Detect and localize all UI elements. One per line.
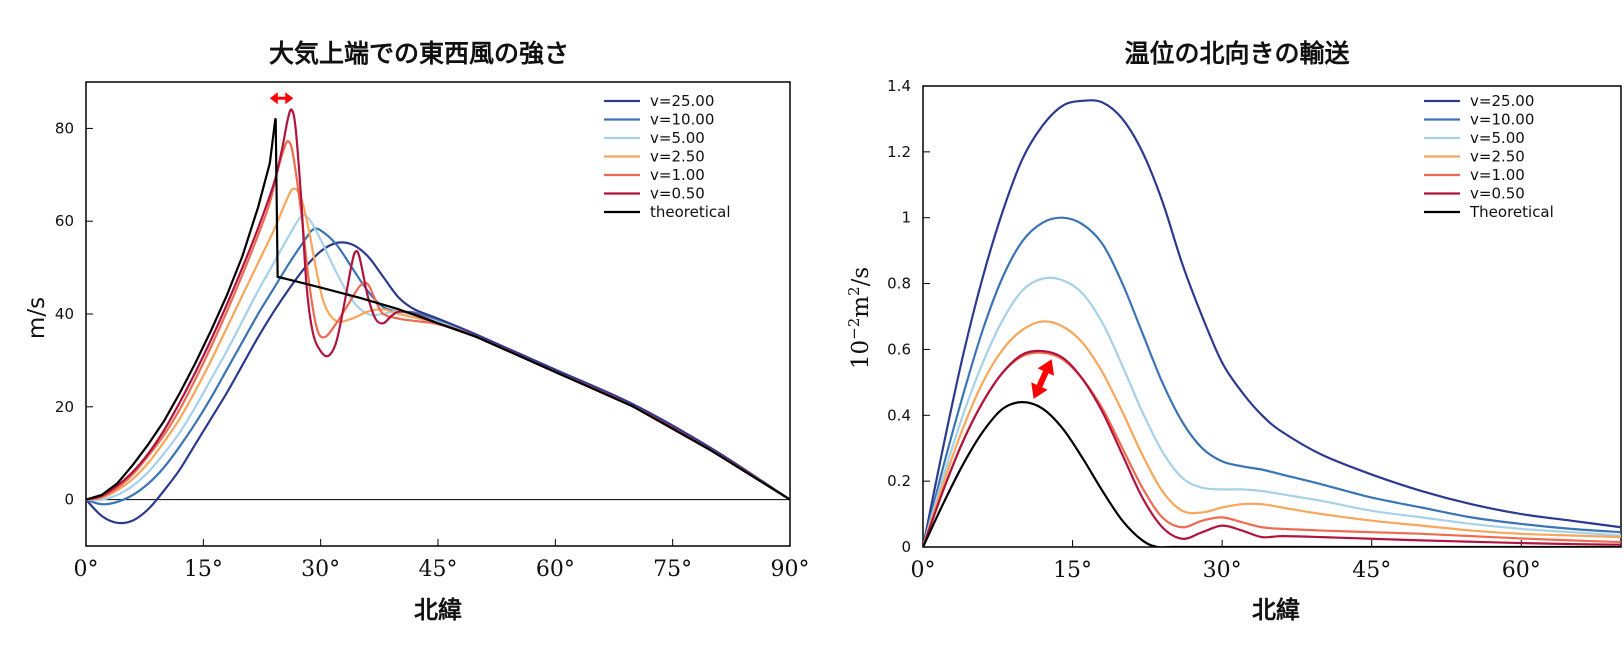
theta-x-tick-label: 15° xyxy=(1053,558,1092,583)
wind-chart-title: 大気上端での東西風の強さ xyxy=(269,39,569,68)
theta-series-line-v-1-00 xyxy=(923,351,1621,547)
red-arrowhead-left xyxy=(269,92,278,105)
theta-y-tick-label: 1.2 xyxy=(887,143,911,161)
theta-legend: v=25.00v=10.00v=5.00v=2.50v=1.00v=0.50Th… xyxy=(1424,92,1554,221)
wind-x-axis: 0° 15° 30° 45° 60° 75° 90° xyxy=(74,539,810,582)
wind-y-tick-label: 60 xyxy=(55,212,74,230)
wind-x-tick-label: 60° xyxy=(536,557,575,582)
wind-series-group xyxy=(86,108,790,525)
theta-y-axis-title: 10−2m2/s xyxy=(845,267,874,369)
theta-x-axis: 0° 15° 30° 45° 60° xyxy=(911,540,1541,583)
theta-series-line-theoretical xyxy=(923,401,1621,547)
theta-series-line-v-2-50 xyxy=(923,320,1621,547)
theta-legend-label: v=5.00 xyxy=(1470,129,1525,147)
wind-series-line-v-5-00 xyxy=(86,213,790,502)
red-double-arrow-shaft xyxy=(1036,370,1049,388)
theta-series-line-v-10-00 xyxy=(923,216,1621,547)
theta-legend-label: v=2.50 xyxy=(1470,148,1525,166)
wind-legend-label: v=5.00 xyxy=(650,129,705,147)
wind-y-axis-title: m/s xyxy=(24,297,50,339)
theta-x-tick-label: 60° xyxy=(1502,558,1541,583)
wind-legend-label: v=2.50 xyxy=(650,148,705,166)
wind-legend-label: v=25.00 xyxy=(650,92,714,110)
ylabel-exponent-1: −2 xyxy=(845,318,863,340)
theta-legend-label: v=25.00 xyxy=(1470,92,1534,110)
wind-legend-label: v=1.00 xyxy=(650,166,705,184)
wind-x-axis-title: 北緯 xyxy=(414,596,462,624)
theta-series-line-v-0-50 xyxy=(923,349,1621,547)
wind-series-line-v-10-00 xyxy=(86,227,790,506)
ylabel-unit-m: m xyxy=(848,296,874,318)
wind-legend: v=25.00v=10.00v=5.00v=2.50v=1.00v=0.50th… xyxy=(604,92,731,221)
theta-x-tick-label: 30° xyxy=(1203,558,1242,583)
theta-y-tick-label: 1.4 xyxy=(887,77,911,95)
theta-y-tick-label: 0.8 xyxy=(887,275,911,293)
wind-x-tick-label: 45° xyxy=(419,557,458,582)
wind-y-tick-label: 40 xyxy=(55,305,74,323)
wind-series-line-v-2-50 xyxy=(86,187,790,501)
red-arrowhead-right xyxy=(285,92,294,105)
wind-y-tick-label: 80 xyxy=(55,119,74,137)
wind-legend-label: v=10.00 xyxy=(650,111,714,129)
ylabel-unit-tail: /s xyxy=(848,267,874,287)
theta-y-tick-label: 0.6 xyxy=(887,340,911,358)
theta-legend-label: v=1.00 xyxy=(1470,166,1525,184)
wind-x-tick-label: 15° xyxy=(184,557,223,582)
wind-legend-label: theoretical xyxy=(650,203,731,221)
theta-series-group xyxy=(923,99,1621,547)
theta-x-tick-label: 0° xyxy=(911,558,936,583)
red-arrowhead-top xyxy=(1037,359,1055,376)
wind-series-line-v-25-00 xyxy=(86,241,790,525)
theta-x-axis-title: 北緯 xyxy=(1252,596,1300,624)
wind-annotation xyxy=(269,92,294,105)
theta-y-tick-label: 1 xyxy=(901,209,911,227)
wind-chart-panel: 大気上端での東西風の強さ 0 20 40 60 80 0° 15° 30° 45° 60° 75°… xyxy=(24,39,810,624)
theta-legend-label: v=0.50 xyxy=(1470,185,1525,203)
theta-y-tick-label: 0.4 xyxy=(887,406,911,424)
ylabel-base: 10 xyxy=(848,340,874,369)
wind-x-tick-label: 30° xyxy=(301,557,340,582)
theta-legend-label: v=10.00 xyxy=(1470,111,1534,129)
wind-series-line-theoretical xyxy=(86,118,790,501)
red-arrowhead-bottom xyxy=(1031,382,1048,399)
wind-y-tick-label: 20 xyxy=(55,398,74,416)
ylabel-exponent-2: 2 xyxy=(845,286,863,296)
wind-x-tick-label: 90° xyxy=(771,557,810,582)
wind-legend-label: v=0.50 xyxy=(650,185,705,203)
theta-legend-label: Theoretical xyxy=(1469,203,1554,221)
theta-y-axis: 0 0.2 0.4 0.6 0.8 1 1.2 1.4 xyxy=(887,77,930,556)
theta-transport-chart-panel: 温位の北向きの輸送 0 0.2 0.4 0.6 0.8 1 1.2 1.4 0° 15° 30° 4… xyxy=(845,39,1622,624)
wind-x-tick-label: 0° xyxy=(74,557,99,582)
theta-annotation xyxy=(1031,359,1055,399)
theta-y-tick-label: 0.2 xyxy=(887,472,911,490)
wind-y-tick-label: 0 xyxy=(64,491,74,509)
theta-series-line-v-5-00 xyxy=(923,276,1621,547)
wind-x-tick-label: 75° xyxy=(653,557,692,582)
theta-series-line-v-25-00 xyxy=(923,99,1621,547)
theta-x-tick-label: 45° xyxy=(1352,558,1391,583)
theta-chart-title: 温位の北向きの輸送 xyxy=(1124,39,1349,68)
wind-y-axis: 0 20 40 60 80 xyxy=(55,119,93,509)
theta-y-tick-label: 0 xyxy=(901,538,911,556)
